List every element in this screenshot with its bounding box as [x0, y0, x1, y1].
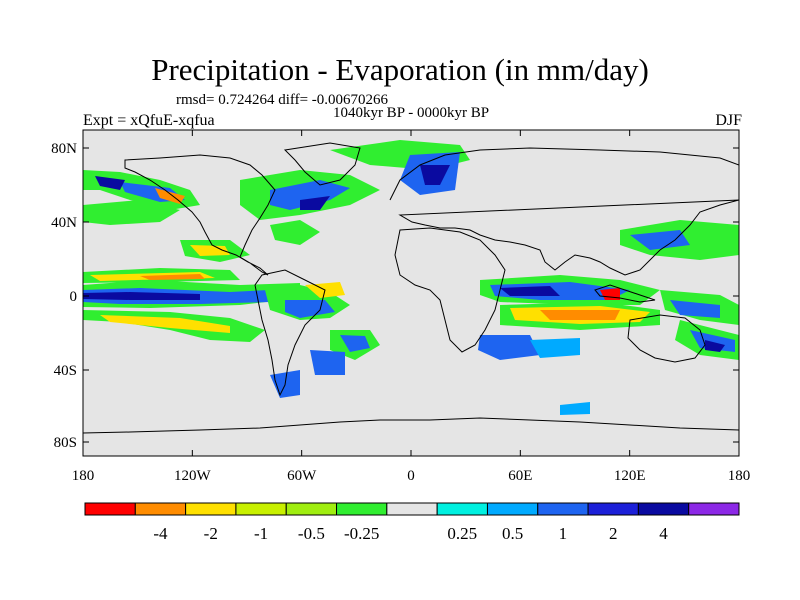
- coastline-australia: [627, 314, 706, 363]
- field-blob: [285, 300, 335, 318]
- lat-tick-label: 80S: [54, 435, 77, 451]
- colorbar-label: 0.5: [502, 524, 523, 543]
- lat-tick-label: 0: [70, 289, 78, 305]
- coastline-south-america: [254, 269, 326, 397]
- colorbar-swatch: [386, 502, 438, 516]
- field-blob: [478, 335, 540, 360]
- field-blob: [270, 220, 320, 245]
- field-blob: [100, 315, 230, 333]
- period-label: 1040kyr BP - 0000kyr BP: [332, 105, 490, 121]
- field-blob: [530, 338, 580, 358]
- season-label: DJF: [715, 112, 742, 129]
- colorbar-swatch: [185, 502, 237, 516]
- field-blob: [540, 310, 620, 320]
- anomaly-field: [83, 140, 739, 415]
- field-blob: [190, 245, 230, 256]
- colorbar-swatch: [336, 502, 388, 516]
- field-blob: [420, 165, 450, 185]
- map-axes: 180 120W 60W 0 60E 120E 180 80N 40N 0 40S 80S: [51, 130, 750, 484]
- colorbar-label: -0.5: [298, 524, 325, 543]
- coastline-africa: [394, 227, 506, 353]
- lon-tick-label: 60W: [287, 468, 317, 484]
- field-blob: [705, 340, 725, 352]
- lon-tick-label: 180: [72, 468, 95, 484]
- field-blob: [500, 286, 560, 296]
- colorbar-swatch: [235, 502, 287, 516]
- colorbar-swatch: [688, 502, 740, 516]
- field-blob: [630, 230, 690, 250]
- colorbar-swatch: [486, 502, 539, 516]
- field-blob: [300, 196, 330, 210]
- colorbar-swatch: [587, 502, 639, 516]
- field-blob: [670, 300, 720, 318]
- experiment-label: Expt = xQfuE-xqfua: [83, 112, 215, 129]
- lon-tick-label: 120E: [614, 468, 646, 484]
- colorbar-label: 4: [659, 524, 668, 543]
- colorbar: -4 -2 -1 -0.5 -0.25 0.25 0.5 1 2 4: [84, 502, 740, 543]
- field-blob: [310, 350, 345, 375]
- field-blob: [95, 176, 125, 190]
- coastlines: [83, 142, 739, 434]
- coastline-eurasia: [389, 147, 739, 276]
- coastline-indonesia: [594, 284, 656, 303]
- lon-tick-label: 120W: [174, 468, 212, 484]
- colorbar-label: -2: [204, 524, 218, 543]
- field-blob: [340, 335, 370, 352]
- colorbar-label: -4: [153, 524, 168, 543]
- colorbar-swatch: [436, 502, 488, 516]
- lon-tick-label: 0: [407, 468, 415, 484]
- field-blob: [140, 274, 205, 280]
- colorbar-label: 0.25: [447, 524, 477, 543]
- map-title: Precipitation - Evaporation (in mm/day): [151, 52, 649, 87]
- colorbar-swatch: [537, 502, 589, 516]
- colorbar-label: 2: [609, 524, 618, 543]
- lat-tick-label: 40N: [51, 215, 77, 231]
- stats-label: rmsd= 0.724264 diff= -0.00670266: [176, 92, 389, 108]
- lat-tick-label: 80N: [51, 141, 77, 157]
- colorbar-swatch: [134, 502, 187, 516]
- coastline-north-america: [124, 154, 276, 276]
- lat-tick-label: 40S: [54, 363, 77, 379]
- colorbar-swatch: [84, 502, 136, 516]
- coastline-antarctica: [83, 417, 739, 434]
- colorbar-label: 1: [559, 524, 568, 543]
- field-blob: [83, 292, 200, 300]
- field-blob: [83, 200, 180, 225]
- colorbar-swatch: [637, 502, 690, 516]
- colorbar-swatch: [285, 502, 338, 516]
- colorbar-label: -0.25: [344, 524, 379, 543]
- lon-tick-label: 180: [728, 468, 751, 484]
- coastline-greenland: [283, 142, 361, 186]
- colorbar-label: -1: [254, 524, 268, 543]
- field-blob: [560, 402, 590, 415]
- lon-tick-label: 60E: [508, 468, 532, 484]
- field-blob: [270, 180, 350, 210]
